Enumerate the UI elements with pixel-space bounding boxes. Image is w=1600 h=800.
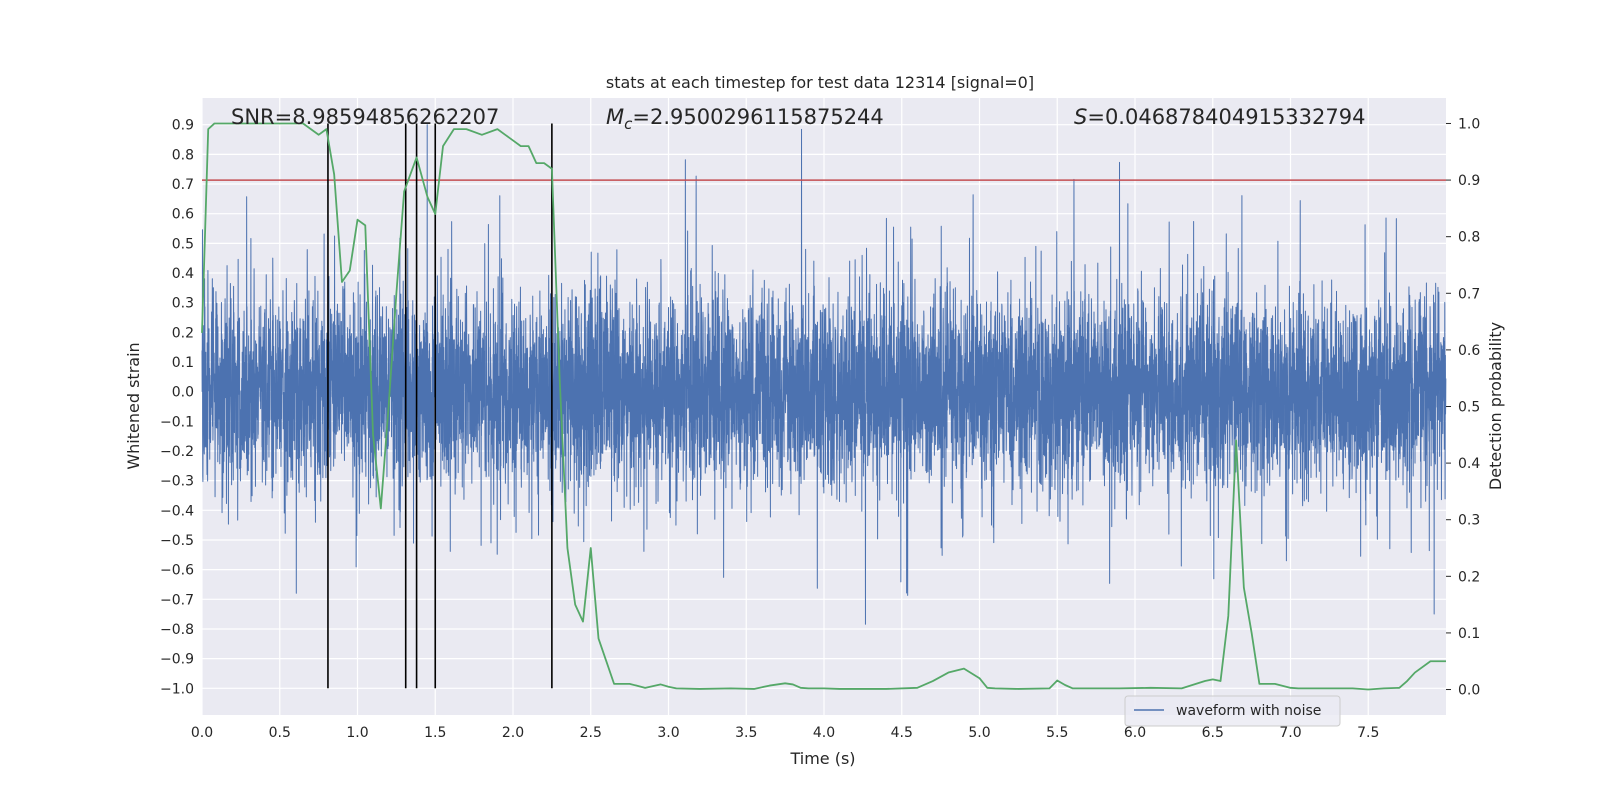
probability-line	[201, 122, 1446, 691]
detection-vlines	[327, 123, 553, 689]
probability-series	[201, 122, 1446, 691]
x-tick-label: 6.0	[1124, 725, 1146, 741]
y-tick-label: 0.1	[172, 355, 194, 371]
y-axis-label: Whitened strain	[124, 342, 143, 469]
x-tick-label: 1.0	[346, 725, 368, 741]
x-tick-label: 6.5	[1202, 725, 1224, 741]
x-tick-label: 2.5	[580, 725, 602, 741]
y-tick-label: −0.3	[160, 474, 194, 490]
y-tick-label: 0.9	[172, 118, 194, 134]
y-tick-label: 0.3	[172, 296, 194, 312]
waveform-line	[201, 124, 1447, 625]
y-tick-label: −0.5	[160, 533, 194, 549]
x-tick-label: 0.5	[269, 725, 291, 741]
y2-tick-label: 0.8	[1458, 230, 1480, 246]
y2-axis-ticks: 1.0 0.9 0.8 0.7 0.6 0.5 0.4 0.3 0.2 0.1 0.0	[1446, 116, 1480, 699]
y2-tick-label: 0.6	[1458, 343, 1480, 359]
y-tick-label: −0.9	[160, 652, 194, 668]
x-tick-label: 4.0	[813, 725, 835, 741]
y-tick-label: 0.0	[172, 385, 194, 401]
x-tick-label: 3.0	[657, 725, 679, 741]
y-tick-label: 0.7	[172, 177, 194, 193]
s-stat: S=0.046878404915332794	[1074, 105, 1365, 129]
y2-tick-label: 0.1	[1458, 626, 1480, 642]
legend: waveform with noise	[1124, 695, 1341, 727]
y2-tick-label: 0.0	[1458, 683, 1480, 699]
y2-tick-label: 0.2	[1458, 569, 1480, 585]
y2-axis-label: Detection probability	[1486, 322, 1505, 490]
y2-tick-label: 0.9	[1458, 173, 1480, 189]
y-tick-label: −0.4	[160, 503, 194, 519]
chart-title: stats at each timestep for test data 123…	[606, 73, 1034, 92]
s-symbol: S	[1074, 105, 1087, 129]
mc-symbol: M	[606, 105, 624, 129]
x-axis-label: Time (s)	[789, 749, 855, 768]
y-tick-label: 0.5	[172, 236, 194, 252]
x-tick-label: 4.5	[891, 725, 913, 741]
x-tick-label: 7.5	[1357, 725, 1379, 741]
mc-subscript: c	[624, 115, 633, 133]
mc-stat: Mc=2.9500296115875244	[606, 105, 884, 133]
y-tick-label: −0.1	[160, 414, 194, 430]
y-tick-label: −0.6	[160, 563, 194, 579]
y2-tick-label: 0.4	[1458, 456, 1480, 472]
x-tick-label: 5.0	[968, 725, 990, 741]
y-tick-label: 0.6	[172, 207, 194, 223]
y2-tick-label: 0.5	[1458, 400, 1480, 416]
y2-tick-label: 0.3	[1458, 513, 1480, 529]
legend-box	[1124, 695, 1341, 727]
y-tick-label: −0.7	[160, 592, 194, 608]
x-axis-ticks: 0.0 0.5 1.0 1.5 2.0 2.5 3.0 3.5 4.0 4.5 5.0 5.5 6.0 6…	[191, 725, 1380, 741]
y-tick-label: 0.8	[172, 147, 194, 163]
x-tick-label: 2.0	[502, 725, 524, 741]
y2-tick-label: 1.0	[1458, 116, 1480, 132]
legend-label: waveform with noise	[1176, 703, 1321, 719]
waveform-series	[201, 124, 1447, 625]
y-tick-label: −0.8	[160, 622, 194, 638]
y-tick-label: −1.0	[160, 681, 194, 697]
y-tick-label: 0.2	[172, 325, 194, 341]
y2-tick-label: 0.7	[1458, 286, 1480, 302]
y-axis-ticks: 0.9 0.8 0.7 0.6 0.5 0.4 0.3 0.2 0.1 0.0 −0.1 −0.2 −0…	[160, 118, 194, 698]
s-value: =0.046878404915332794	[1087, 105, 1365, 129]
x-tick-label: 3.5	[735, 725, 757, 741]
snr-stat: SNR=8.98594856262207	[231, 105, 499, 129]
x-tick-label: 7.0	[1279, 725, 1301, 741]
x-tick-label: 0.0	[191, 725, 213, 741]
y-tick-label: 0.4	[172, 266, 194, 282]
y-tick-label: −0.2	[160, 444, 194, 460]
x-tick-label: 5.5	[1046, 725, 1068, 741]
x-tick-label: 1.5	[424, 725, 446, 741]
mc-value: =2.9500296115875244	[632, 105, 883, 129]
